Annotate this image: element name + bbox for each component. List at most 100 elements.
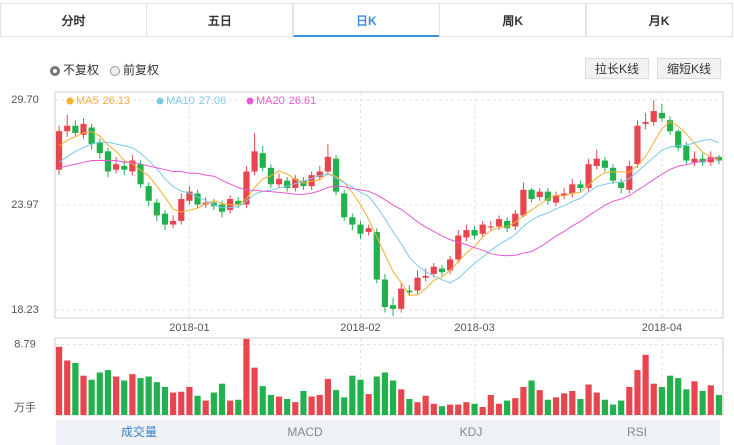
radio[interactable] xyxy=(50,66,60,76)
indicator-tab[interactable]: 成交量 xyxy=(56,420,222,445)
volume-bar xyxy=(430,403,437,415)
candle-body xyxy=(284,180,291,188)
volume-bar xyxy=(504,400,511,415)
candle-body xyxy=(471,230,478,236)
radio-option[interactable]: 前复权 xyxy=(110,62,159,78)
volume-bar xyxy=(634,370,641,415)
x-tick-label: 2018-04 xyxy=(642,322,682,334)
volume-bar xyxy=(398,389,405,415)
volume-bar xyxy=(495,403,503,415)
candle-body xyxy=(699,158,706,163)
candle-body xyxy=(357,224,364,234)
tab[interactable]: 周K xyxy=(439,3,587,37)
volume-bar xyxy=(357,379,364,415)
radio[interactable] xyxy=(110,66,120,76)
tab[interactable]: 分时 xyxy=(0,3,147,37)
legend-dot xyxy=(246,97,254,105)
legend-entry: MA20 26.61 xyxy=(256,95,316,107)
candle-body xyxy=(153,202,160,216)
legend-entry: MA5 26.13 xyxy=(76,95,130,107)
volume-bar xyxy=(251,367,258,415)
candle-body xyxy=(675,131,682,148)
y-tick-label: 8.79 xyxy=(14,338,35,350)
candle-body xyxy=(104,151,112,172)
candle-body xyxy=(398,288,405,309)
volume-bar xyxy=(707,385,714,415)
legend-entry: MA10 27.06 xyxy=(166,95,226,107)
indicator-tab[interactable]: MACD xyxy=(222,420,388,445)
candle-body xyxy=(520,189,527,216)
candle-body xyxy=(650,111,657,123)
volume-bar xyxy=(569,390,576,415)
volume-bar xyxy=(438,406,446,415)
candle-body xyxy=(259,153,266,168)
candle-body xyxy=(145,186,152,201)
candle-body xyxy=(707,156,714,163)
button[interactable]: 缩短K线 xyxy=(657,58,721,79)
volume-bar xyxy=(389,380,397,415)
x-tick-label: 2018-02 xyxy=(340,322,380,334)
volume-bar xyxy=(650,383,657,415)
button[interactable]: 拉长K线 xyxy=(585,58,649,79)
volume-bar xyxy=(113,376,120,415)
volume-bar xyxy=(365,394,372,415)
volume-bar xyxy=(210,392,217,415)
volume-bar xyxy=(536,390,543,415)
volume-bar xyxy=(259,386,266,415)
legend-value: 26.13 xyxy=(103,95,131,107)
candle-body xyxy=(593,158,600,166)
indicator-tab[interactable]: KDJ xyxy=(388,420,554,445)
volume-bar xyxy=(202,400,209,415)
y-tick-label: 29.70 xyxy=(11,94,39,106)
tab[interactable]: 五日 xyxy=(146,3,294,37)
candle-body xyxy=(194,193,201,205)
y-tick-label: 万手 xyxy=(14,400,36,414)
volume-bar xyxy=(381,372,389,415)
volume-bar xyxy=(585,384,592,415)
volume-bar xyxy=(715,394,723,415)
candle-body xyxy=(80,123,87,135)
volume-bar xyxy=(267,394,274,415)
volume-bar xyxy=(64,360,71,415)
volume-bar xyxy=(129,374,136,415)
candle-body xyxy=(129,160,136,172)
candle-body xyxy=(430,266,437,275)
volume-bar xyxy=(292,402,299,415)
volume-bar xyxy=(699,390,706,415)
volume-bar xyxy=(471,403,478,415)
candle-body xyxy=(235,200,242,205)
candle-body xyxy=(577,184,584,188)
tab[interactable]: 月K xyxy=(585,3,733,37)
volume-bar xyxy=(341,397,348,415)
candle-body xyxy=(658,112,665,119)
volume-bar xyxy=(137,378,144,415)
legend-name: MA5 xyxy=(76,95,99,107)
volume-bar xyxy=(235,399,242,415)
candle-body xyxy=(55,131,63,170)
volume-bar xyxy=(609,404,617,415)
volume-bar xyxy=(121,380,128,415)
candle-body xyxy=(561,193,568,196)
candle-body xyxy=(495,219,503,227)
indicator-tab[interactable]: RSI xyxy=(554,420,720,445)
volume-bar xyxy=(373,376,380,415)
candle-body xyxy=(422,275,429,278)
volume-bar xyxy=(349,375,356,415)
candle-body xyxy=(544,191,551,201)
candle-body xyxy=(341,193,348,218)
candle-body xyxy=(406,290,413,293)
volume-bar xyxy=(512,398,519,415)
volume-bar xyxy=(406,398,413,415)
candle-body xyxy=(569,184,576,194)
volume-bar xyxy=(316,394,323,415)
candle-body xyxy=(536,191,543,198)
volume-bar xyxy=(455,404,462,415)
volume-bar xyxy=(422,395,429,415)
plot-frame xyxy=(54,337,724,416)
tab[interactable]: 日K xyxy=(292,3,440,37)
candle-body xyxy=(512,213,519,227)
radio-option[interactable]: 不复权 xyxy=(50,62,99,78)
volume-bar xyxy=(186,386,193,415)
candle-body xyxy=(683,145,690,161)
